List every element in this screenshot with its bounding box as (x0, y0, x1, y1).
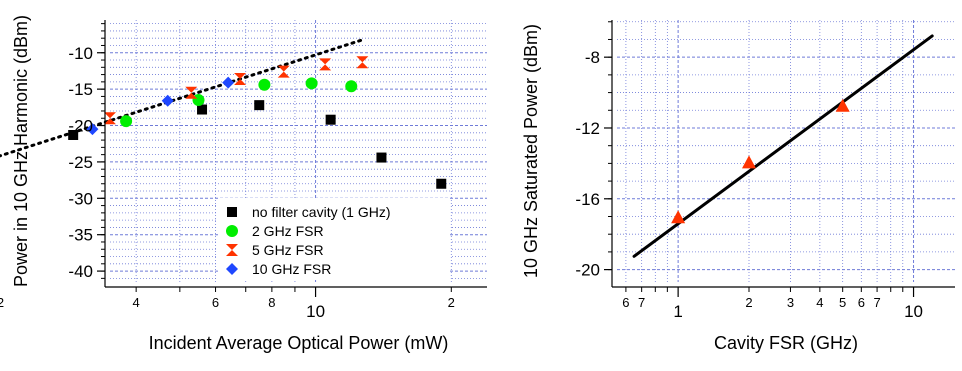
chart1-marks (68, 56, 447, 189)
chart1-legend-box (218, 198, 450, 280)
chart1-point-s2-4 (277, 65, 290, 78)
chart2-x-minor-tick-label: 3 (787, 295, 794, 310)
chart1-point-s0-5 (325, 114, 336, 125)
chart1-y-tick-label: -25 (68, 153, 93, 172)
chart2-point-s0-0 (671, 210, 686, 224)
chart2-x-minor-tick-label: 4 (816, 295, 823, 310)
chart2-y-tick-label: -20 (575, 261, 600, 280)
chart1-point-s3-2 (161, 94, 174, 107)
chart1-legend-label: no filter cavity (1 GHz) (252, 204, 390, 220)
chart2-point-s0-2 (835, 98, 850, 112)
chart2-y-axis-title: 10 GHz Saturated Power (dBm) (521, 24, 541, 278)
chart1-x-tick-label: 10 (306, 302, 325, 321)
chart1-x-minor-tick-label: 8 (268, 295, 275, 310)
chart1-x-axis-title: Incident Average Optical Power (mW) (149, 333, 449, 353)
chart1-x-minor-tick-label: 2 (0, 295, 4, 310)
chart1-legend-label: 5 GHz FSR (252, 242, 324, 258)
chart1-point-s1-7 (345, 80, 358, 93)
chart1-legend-marker-1 (226, 225, 238, 237)
chart1-x-minor-tick-label: 2 (448, 295, 455, 310)
chart1-x-minor-tick-label: 4 (133, 295, 140, 310)
chart1-point-s1-5 (258, 78, 271, 91)
chart1-point-s0-4 (254, 100, 265, 111)
chart1-legend-label: 2 GHz FSR (252, 223, 324, 239)
chart2-x-minor-tick-label: 7 (873, 295, 880, 310)
chart2-x-minor-tick-label: 2 (745, 295, 752, 310)
chart1-point-s2-5 (319, 58, 332, 71)
chart2-fit-line-group (632, 34, 934, 258)
chart1-point-s0-6 (376, 152, 387, 163)
chart2-x-minor-tick-label: 6 (622, 295, 629, 310)
chart1-point-s2-1 (104, 112, 116, 125)
chart2-x-minor-tick-label: 7 (638, 295, 645, 310)
chart1-legend-marker-0 (227, 207, 237, 217)
chart2-point-s0-1 (741, 155, 756, 169)
chart1-y-tick-label: -15 (68, 80, 93, 99)
chart1-point-s0-7 (436, 178, 447, 189)
chart2-x-tick-label: 10 (904, 302, 923, 321)
chart1-fit-line (0, 38, 363, 158)
chart1-point-s2-6 (356, 56, 369, 69)
chart1-legend-marker-2 (226, 244, 238, 256)
chart2-x-minor-tick-label: 5 (839, 295, 846, 310)
chart1-y-tick-label: -35 (68, 226, 93, 245)
chart1-y-tick-label: -10 (68, 44, 93, 63)
chart1-y-tick-label: -20 (68, 117, 93, 136)
chart2-y-tick-label: -16 (575, 190, 600, 209)
chart1-legend-label: 10 GHz FSR (252, 261, 331, 277)
chart1-fit-line-group (0, 38, 363, 158)
chart1-point-s3-3 (222, 76, 235, 89)
chart2-grid (617, 20, 955, 282)
chart1-axes: -10-15-20-25-30-35-4011046824682 (0, 20, 487, 321)
chart1-point-s1-3 (120, 115, 133, 128)
chart2-y-tick-label: -12 (575, 119, 600, 138)
chart2-x-axis-title: Cavity FSR (GHz) (714, 333, 858, 353)
chart2-axes: -8-12-16-201 106 7 2 3 4 5 6 7 (575, 20, 955, 321)
chart2-x-minor-tick-label: 6 (858, 295, 865, 310)
chart1-x-minor-tick-label: 6 (212, 295, 219, 310)
chart1-point-s3-1 (86, 123, 99, 136)
chart1-point-s2-2 (185, 86, 198, 99)
chart1-grid (110, 20, 487, 282)
chart1-point-s1-6 (305, 77, 318, 90)
chart2-x-tick-label: 1 (673, 302, 682, 321)
chart1-y-tick-label: -40 (68, 262, 93, 281)
chart2-fit-line (632, 34, 934, 258)
chart1-point-s0-3 (197, 104, 208, 115)
chart2-y-tick-label: -8 (585, 48, 600, 67)
chart2-marks (671, 98, 850, 224)
chart1-y-tick-label: -30 (68, 189, 93, 208)
chart1-point-s2-3 (234, 72, 247, 85)
chart1-y-axis-title: Power in 10 GHz Harmonic (dBm) (11, 15, 31, 287)
chart1-point-s0-2 (68, 129, 79, 140)
chart1-legend-marker-3 (226, 263, 238, 275)
chart1-legend: no filter cavity (1 GHz) 2 GHz FSR 5 GHz F… (226, 204, 390, 277)
